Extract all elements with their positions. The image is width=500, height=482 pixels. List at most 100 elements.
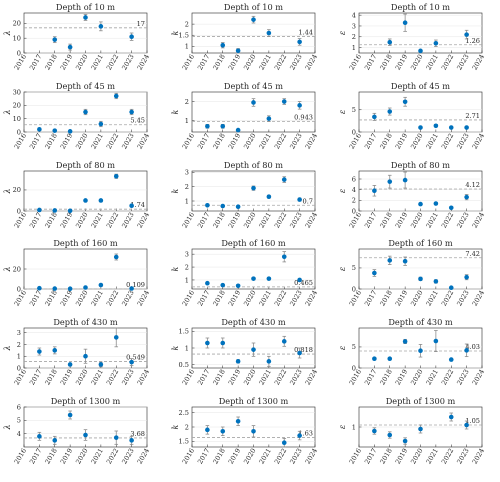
x-tick-label: 2016 (348, 289, 363, 308)
x-tick-label: 2019 (394, 211, 409, 230)
plot-area (23, 406, 148, 448)
y-axis-label: ε (338, 425, 347, 429)
y-tick-label: 0 (352, 364, 356, 372)
plot-area (358, 248, 483, 290)
y-tick-label: 1.5 (179, 438, 190, 446)
x-tick-label: 2024 (471, 289, 486, 308)
reference-label: 4.03 (465, 343, 480, 351)
data-point (251, 100, 256, 105)
data-point (205, 123, 210, 129)
data-point (98, 198, 104, 203)
data-point (448, 285, 454, 291)
x-tick-label: 2024 (136, 289, 151, 308)
x-tick-label: 2019 (59, 289, 74, 308)
reference-label: 0.109 (126, 281, 145, 289)
subplot-title: Depth of 1300 m (386, 396, 456, 406)
data-point (266, 194, 272, 200)
y-tick-label: 1 (352, 44, 356, 52)
data-point (37, 207, 42, 213)
y-axis-label: λ (3, 345, 12, 351)
x-tick-label: 2020 (74, 368, 89, 387)
data-point (129, 438, 134, 443)
data-point (220, 282, 226, 288)
subplot-title: Depth of 160 m (388, 238, 453, 248)
y-tick-label: 20 (13, 20, 21, 28)
y-tick-label: 30 (13, 88, 21, 96)
data-point (266, 30, 272, 36)
x-tick-label: 2021 (425, 447, 440, 466)
data-point (266, 116, 272, 121)
data-point (387, 432, 393, 438)
x-tick-label: 2016 (13, 368, 28, 387)
subplot-title: Depth of 45 m (224, 81, 283, 91)
data-point (52, 438, 58, 443)
x-tick-label: 2018 (378, 289, 393, 308)
data-point (464, 274, 469, 280)
data-point (52, 128, 58, 133)
x-tick-label: 2020 (242, 368, 257, 387)
data-point (52, 348, 58, 353)
x-tick-label: 2024 (136, 211, 151, 230)
x-tick-label: 2022 (273, 53, 288, 72)
data-point (113, 93, 119, 99)
data-point (418, 426, 423, 432)
y-axis-label: ε (338, 346, 347, 350)
x-tick-label: 2024 (304, 211, 319, 230)
x-tick-label: 2019 (227, 53, 242, 72)
x-tick-label: 2020 (242, 289, 257, 308)
x-tick-label: 2019 (394, 289, 409, 308)
subplot: 1 2 2016 2017 2018 2019 2020 2021 2022 2023 2024 0.… (171, 81, 319, 151)
x-tick-label: 2023 (120, 132, 135, 151)
x-tick-label: 2024 (304, 368, 319, 387)
y-tick-label: 0 (352, 285, 356, 293)
x-tick-label: 2024 (136, 368, 151, 387)
x-tick-label: 2023 (455, 53, 470, 72)
data-point (52, 286, 58, 291)
data-point (220, 428, 226, 434)
data-point (67, 362, 73, 367)
y-axis-label: ε (338, 189, 347, 193)
data-point (67, 208, 73, 214)
x-tick-label: 2018 (43, 211, 58, 230)
y-tick-label: 2 (352, 33, 356, 41)
y-tick-label: 20 (13, 186, 21, 194)
x-tick-label: 2017 (363, 132, 378, 151)
data-point (372, 356, 377, 362)
y-tick-label: 3 (17, 329, 21, 337)
y-tick-label: 1.5 (179, 32, 190, 40)
x-tick-label: 2024 (136, 53, 151, 72)
x-tick-label: 2024 (304, 53, 319, 72)
y-tick-label: 2 (185, 423, 189, 431)
x-tick-label: 2019 (227, 289, 242, 308)
data-point (372, 270, 377, 276)
data-point (464, 422, 469, 428)
subplot-title: Depth of 1300 m (219, 396, 289, 406)
x-tick-label: 2017 (363, 368, 378, 387)
y-tick-label: 1 (17, 353, 21, 361)
x-tick-label: 2017 (196, 211, 211, 230)
y-tick-label: 2.5 (179, 409, 190, 417)
y-tick-label: 0.5 (179, 361, 190, 369)
x-tick-label: 2023 (120, 447, 135, 466)
x-tick-label: 2019 (394, 368, 409, 387)
y-tick-label: 1 (185, 276, 189, 284)
data-point (448, 414, 454, 420)
y-tick-label: 1 (185, 344, 189, 352)
x-tick-label: 2022 (105, 447, 120, 466)
x-tick-label: 2018 (211, 368, 226, 387)
reference-label: 5.45 (130, 117, 145, 125)
x-tick-label: 2016 (348, 132, 363, 151)
y-axis-label: λ (3, 109, 12, 115)
x-tick-label: 2022 (273, 289, 288, 308)
reference-label: 4.12 (465, 181, 480, 189)
subplot: 1 1.5 2 2016 2017 2018 2019 2020 2021 2022 2023 202… (171, 2, 319, 72)
data-point (235, 418, 241, 424)
data-point (433, 279, 439, 284)
x-tick-label: 2020 (242, 53, 257, 72)
y-axis-label: k (171, 30, 180, 35)
data-point (433, 40, 439, 46)
x-tick-label: 2022 (105, 368, 120, 387)
reference-label: 0.943 (294, 114, 313, 122)
x-tick-label: 2016 (348, 211, 363, 230)
x-tick-label: 2024 (471, 132, 486, 151)
